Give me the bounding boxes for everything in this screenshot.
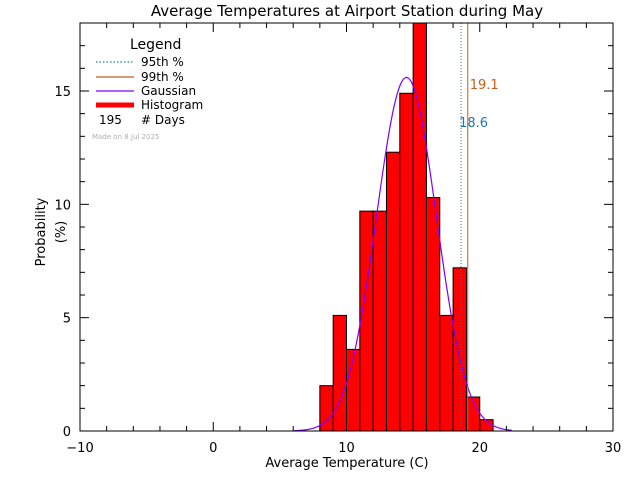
legend-label-99th: 99th %: [141, 70, 184, 84]
y-axis-label: Probability: [34, 197, 49, 266]
legend-label-95th: 95th %: [141, 55, 184, 69]
histogram-bar: [399, 92, 414, 432]
x-axis-label: Average Temperature (C): [265, 456, 428, 471]
gaussian-curve: [293, 76, 512, 432]
legend-label-histogram: Histogram: [141, 98, 203, 112]
histogram-bar: [346, 348, 361, 432]
histogram-bar: [332, 314, 347, 432]
histogram-bar: [359, 210, 374, 432]
legend-label-gaussian: Gaussian: [141, 84, 196, 98]
legend-title: Legend: [130, 37, 181, 53]
legend-days-count: 195: [99, 113, 122, 127]
y-axis-unit: (%): [54, 221, 69, 244]
y-tick-label: 5: [63, 312, 71, 327]
histogram-bar: [439, 314, 454, 432]
y-tick-label: 10: [54, 198, 71, 213]
legend-days-label: # Days: [141, 113, 185, 127]
x-tick-label: 30: [605, 441, 622, 456]
x-tick-label: 10: [338, 441, 355, 456]
histogram-bar: [372, 210, 387, 432]
histogram-bar: [385, 151, 401, 432]
y-tick-label: 15: [54, 85, 71, 100]
chart-title: Average Temperatures at Airport Station …: [151, 2, 543, 20]
percentile-99-label: 19.1: [470, 78, 499, 93]
histogram-bar: [425, 197, 441, 432]
percentile-95-label: 18.6: [459, 116, 488, 131]
legend: Legend 95th % 99th % Gaussian Histogram …: [92, 37, 203, 141]
plot-area: 19.1 18.6: [293, 22, 512, 432]
y-tick-label: 0: [63, 425, 71, 440]
x-tick-label: 20: [471, 441, 488, 456]
y-axis-label-group: Probability (%): [34, 197, 69, 266]
footnote: Made on 8 Jul 2025: [92, 133, 159, 141]
histogram-bar: [412, 22, 427, 432]
x-tick-label: 0: [209, 441, 217, 456]
histogram-bar: [452, 267, 467, 432]
x-tick-label: −10: [66, 441, 93, 456]
